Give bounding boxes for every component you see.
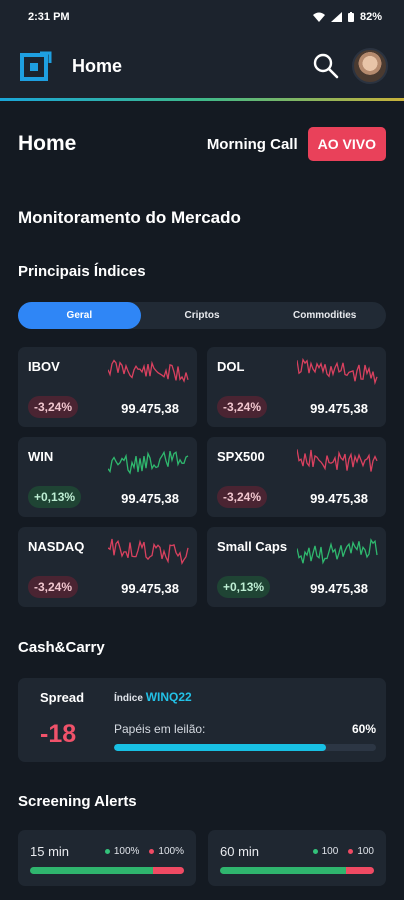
alert-bar-red xyxy=(346,867,374,874)
sparkline-path xyxy=(108,538,189,565)
alert-card-60min[interactable]: 60 min 100 100 xyxy=(208,830,386,886)
index-card-dol[interactable]: DOL -3,24% 99.475,38 xyxy=(207,347,386,427)
change-badge: -3,24% xyxy=(217,486,268,508)
alert-red-value: 100% xyxy=(158,846,184,857)
battery-icon xyxy=(347,12,354,22)
status-time: 2:31 PM xyxy=(28,11,70,23)
battery-percent: 82% xyxy=(359,11,382,23)
leilao-progress-fill xyxy=(114,744,327,751)
index-name: IBOV xyxy=(28,359,60,374)
change-badge: -3,24% xyxy=(217,396,268,418)
alert-stats: 100 100 xyxy=(312,846,374,857)
alert-bar xyxy=(30,867,184,874)
tab-criptos[interactable]: Criptos xyxy=(184,310,220,321)
index-value: 99.475,38 xyxy=(310,581,368,596)
index-value: 99.475,38 xyxy=(310,401,368,416)
wifi-icon xyxy=(312,12,325,22)
alert-stats: 100% 100% xyxy=(104,846,184,857)
change-badge: -3,24% xyxy=(28,576,79,598)
sparkline-path xyxy=(108,359,189,383)
alert-card-15min[interactable]: 15 min 100% 100% xyxy=(18,830,196,886)
index-card-ibov[interactable]: IBOV -3,24% 99.475,38 xyxy=(18,347,197,427)
index-value: 99.475,38 xyxy=(121,491,179,506)
index-card-small-caps[interactable]: Small Caps +0,13% 99.475,38 xyxy=(207,527,386,607)
alert-bar-green xyxy=(30,867,154,874)
green-dot-icon xyxy=(312,849,318,854)
change-badge: -3,24% xyxy=(28,396,79,418)
green-dot-icon xyxy=(104,849,110,854)
index-value: 99.475,38 xyxy=(121,401,179,416)
index-name: Small Caps xyxy=(217,539,288,554)
live-button[interactable]: AO VIVO xyxy=(307,127,386,161)
app-logo-icon xyxy=(20,51,52,81)
indice-label: Índice xyxy=(114,693,143,704)
index-card-nasdaq[interactable]: NASDAQ -3,24% 99.475,38 xyxy=(18,527,197,607)
index-card-win[interactable]: WIN +0,13% 99.475,38 xyxy=(18,437,197,517)
sparkline-path xyxy=(108,450,189,475)
cash-carry-card[interactable]: Spread -18 Índice WINQ22 Papéis em leilã… xyxy=(18,678,386,762)
app-title: Home xyxy=(72,55,123,76)
leilao-progress xyxy=(114,744,376,751)
alert-time: 60 min xyxy=(220,844,260,859)
avatar[interactable] xyxy=(352,48,388,84)
morning-call-label: Morning Call xyxy=(206,135,298,153)
page-title: Home xyxy=(18,132,77,155)
market-section-title: Monitoramento do Mercado xyxy=(18,208,241,227)
indice-code: WINQ22 xyxy=(145,690,192,704)
status-bar: 2:31 PM 82% xyxy=(0,0,404,34)
sparkline xyxy=(297,538,378,565)
alert-time: 15 min xyxy=(30,844,70,859)
change-badge: +0,13% xyxy=(217,576,271,598)
sparkline xyxy=(108,450,189,475)
alert-bar xyxy=(220,867,374,874)
indice-row: Índice WINQ22 xyxy=(114,690,192,704)
index-name: NASDAQ xyxy=(28,539,85,554)
sparkline-path xyxy=(297,538,378,565)
index-name: DOL xyxy=(217,359,245,374)
red-dot-icon xyxy=(348,849,354,854)
alert-green-value: 100% xyxy=(113,846,140,857)
app-bar: Home xyxy=(0,34,404,98)
search-icon[interactable] xyxy=(312,52,340,80)
index-value: 99.475,38 xyxy=(310,491,368,506)
screening-section-title: Screening Alerts xyxy=(18,793,137,810)
cash-section-title: Cash&Carry xyxy=(18,639,105,656)
sparkline xyxy=(297,357,378,386)
header-divider xyxy=(0,98,404,101)
index-value: 99.475,38 xyxy=(121,581,179,596)
spread-value: -18 xyxy=(40,720,77,748)
tab-geral[interactable]: Geral xyxy=(18,302,141,329)
alert-bar-red xyxy=(153,867,184,874)
status-icons: 82% xyxy=(312,11,382,23)
index-card-spx500[interactable]: SPX500 -3,24% 99.475,38 xyxy=(207,437,386,517)
indices-tabs: Geral Criptos Commodities xyxy=(18,302,386,329)
indices-section-title: Principais Índices xyxy=(18,263,146,280)
alert-green-value: 100 xyxy=(321,846,339,857)
home-header: Home Morning Call AO VIVO xyxy=(18,126,386,162)
alert-red-value: 100 xyxy=(357,846,374,857)
sparkline-path xyxy=(297,449,378,472)
tab-commodities[interactable]: Commodities xyxy=(293,310,357,321)
morning-call-group: Morning Call AO VIVO xyxy=(207,127,386,161)
signal-icon xyxy=(330,12,342,22)
leilao-percent: 60% xyxy=(351,722,376,736)
sparkline xyxy=(108,359,189,383)
index-name: WIN xyxy=(28,449,54,464)
sparkline-path xyxy=(297,357,378,386)
index-name: SPX500 xyxy=(217,449,265,464)
sparkline xyxy=(297,449,378,472)
spread-label: Spread xyxy=(40,690,85,705)
sparkline xyxy=(108,538,189,565)
change-badge: +0,13% xyxy=(28,486,82,508)
alert-bar-green xyxy=(220,867,347,874)
leilao-label: Papéis em leilão: xyxy=(114,722,206,736)
red-dot-icon xyxy=(149,849,155,854)
